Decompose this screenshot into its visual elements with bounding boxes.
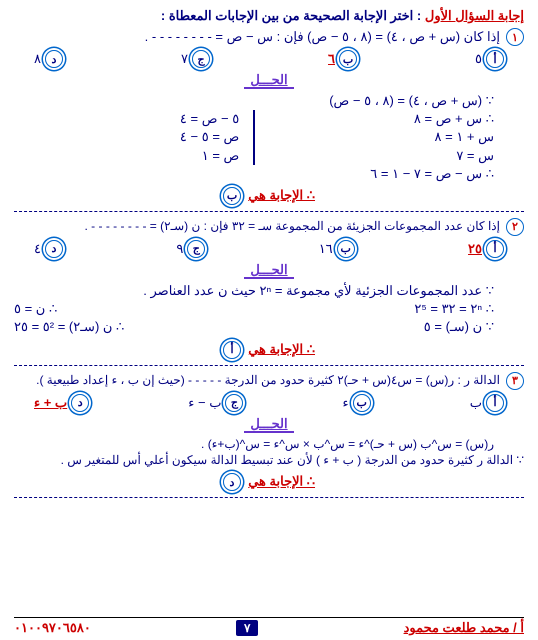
question-header: إجابة السؤال الأول : اختر الإجابة الصحيح… <box>14 8 524 24</box>
choice-b-icon: ب <box>353 394 371 412</box>
choice-c-icon: ج <box>187 240 205 258</box>
q1-text: إذا كان (س + ص ، ٤) = (٨ ، ٥ − ص) فإن : … <box>145 29 500 45</box>
q3-ans-icon: د <box>223 473 241 491</box>
q1-left2: س + ١ = ٨ <box>269 128 494 146</box>
choice-a-icon: أ <box>486 50 504 68</box>
q2-a: ٢٥ <box>468 241 482 257</box>
choice-d-icon: د <box>71 394 89 412</box>
choice-c-icon: ج <box>225 394 243 412</box>
sol-title-1: الحـــل <box>14 72 524 88</box>
choice-d-icon: د <box>45 240 63 258</box>
q1-s1: ∵ (س + ص ، ٤) = (٨ ، ٥ − ص) <box>14 92 494 110</box>
choice-b-icon: ب <box>337 240 355 258</box>
divider-icon <box>14 211 524 212</box>
q1-c: ٧ <box>181 51 188 67</box>
q2-right2: ∴ ن (سـ٢) = ٥² = ٢٥ <box>14 318 249 336</box>
q3-stem: ٣ الدالة ر : ر(س) = س٤(س + حـ)٢ كثيرة حد… <box>14 372 524 390</box>
q2-s1: ∵ عدد المجموعات الجزئية لأي مجموعة = ٢ⁿ … <box>14 282 494 300</box>
page-footer: أ / محمد طلعت محمود ٧ ٠١٠٠٩٧٠٦٥٨٠ <box>14 617 524 636</box>
q3-a: ب <box>470 395 482 411</box>
q2-stem: ٢ إذا كان عدد المجموعات الجزيئة من المجم… <box>14 218 524 236</box>
q2-work: ∵ عدد المجموعات الجزئية لأي مجموعة = ٢ⁿ … <box>14 282 524 337</box>
choice-a-icon: أ <box>486 240 504 258</box>
choice-c-icon: ج <box>192 50 210 68</box>
q1-d: ٨ <box>34 51 41 67</box>
q3-c: ب − ء <box>188 395 221 411</box>
q1-right1: ٥ − ص = ٤ <box>14 110 239 128</box>
sol-title-2: الحـــل <box>14 262 524 278</box>
q2-text: إذا كان عدد المجموعات الجزيئة من المجموع… <box>85 219 501 233</box>
q1-right3: ص = ١ <box>14 147 239 165</box>
q1-work: ∵ (س + ص ، ٤) = (٨ ، ٥ − ص) ∴ س + ص = ٨ … <box>14 92 524 183</box>
choice-d-icon: د <box>45 50 63 68</box>
q3-d: ب + ء <box>34 395 67 411</box>
q3-b: ء <box>343 395 349 411</box>
q1-left1: ∴ س + ص = ٨ <box>269 110 494 128</box>
divider-icon <box>14 365 524 366</box>
q1-stem: ١ إذا كان (س + ص ، ٤) = (٨ ، ٥ − ص) فإن … <box>14 28 524 46</box>
divider-icon <box>14 497 524 498</box>
title-rest: : اختر الإجابة الصحيحة من بين الإجابات ا… <box>161 8 421 23</box>
q3-s2: ∵ الدالة ر كثيرة حدود من الدرجة ( ب + ء … <box>14 452 524 469</box>
choice-a-icon: أ <box>486 394 504 412</box>
q3-answer: ∴ الإجابة هي د <box>14 473 524 491</box>
q3-choices: أب بء جب − ء دب + ء <box>14 394 524 412</box>
phone-number: ٠١٠٠٩٧٠٦٥٨٠ <box>14 620 91 636</box>
q3-work: ر(س) = س^ب (س + حـ)^ء = س^ب × س^ء = س^(ب… <box>14 436 524 470</box>
q2-right: ∴ ن = ٥ <box>14 300 249 318</box>
q2-ans-icon: أ <box>223 341 241 359</box>
q2-c: ٩ <box>176 241 183 257</box>
q2-choices: أ٢٥ ب١٦ ج٩ د٤ <box>14 240 524 258</box>
q2-left2: ∵ ن (سـ) = ٥ <box>259 318 494 336</box>
author-name: أ / محمد طلعت محمود <box>404 620 524 636</box>
q2-num: ٢ <box>506 218 524 236</box>
sol-title-3: الحـــل <box>14 416 524 432</box>
q1-answer: ∴ الإجابة هي ب <box>14 187 524 205</box>
divider-icon <box>253 110 255 165</box>
q3-text: الدالة ر : ر(س) = س٤(س + حـ)٢ كثيرة حدود… <box>36 373 500 387</box>
q1-final: ∴ س − ص = ٧ − ١ = ٦ <box>14 165 494 183</box>
choice-b-icon: ب <box>339 50 357 68</box>
q1-b: ٦ <box>328 51 335 67</box>
q2-d: ٤ <box>34 241 41 257</box>
q2-answer: ∴ الإجابة هي أ <box>14 341 524 359</box>
q1-left3: س = ٧ <box>269 147 494 165</box>
q1-right2: ص = ٥ − ٤ <box>14 128 239 146</box>
q1-choices: أ٥ ب٦ ج٧ د٨ <box>14 50 524 68</box>
q3-s1: ر(س) = س^ب (س + حـ)^ء = س^ب × س^ء = س^(ب… <box>14 436 494 453</box>
q1-a: ٥ <box>475 51 482 67</box>
page-number: ٧ <box>236 620 258 636</box>
q2-b: ١٦ <box>319 241 333 257</box>
q1-num: ١ <box>506 28 524 46</box>
q3-num: ٣ <box>506 372 524 390</box>
q2-left: ∴ ٢ⁿ = ٣٢ = ٢⁵ <box>259 300 494 318</box>
title-red: إجابة السؤال الأول <box>425 8 524 23</box>
q1-ans-icon: ب <box>223 187 241 205</box>
